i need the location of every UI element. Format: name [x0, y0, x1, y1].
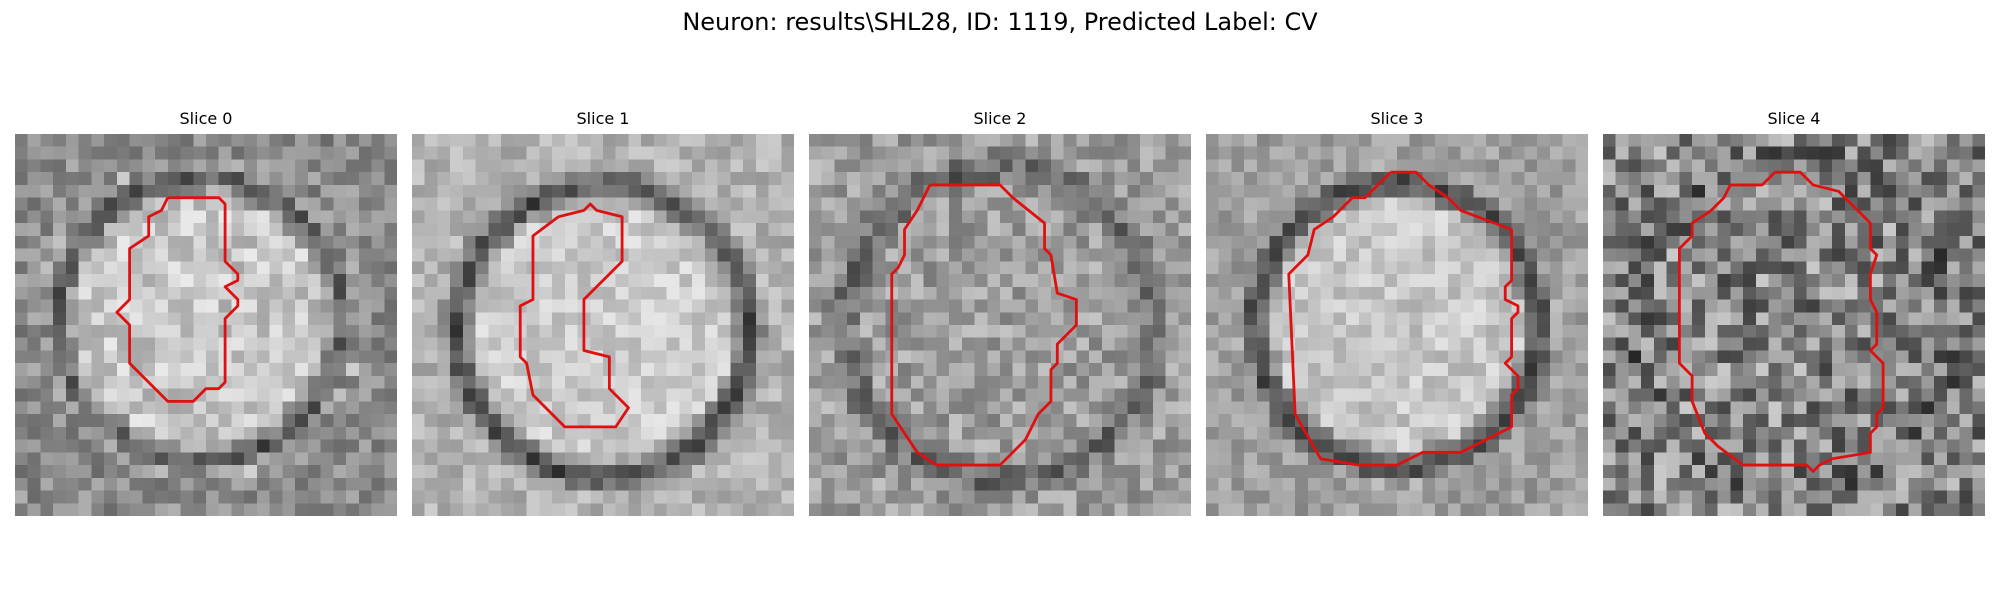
slice-title-0: Slice 0 — [179, 109, 233, 128]
slice-pixels-4 — [1603, 134, 1985, 516]
contour-outline-2 — [890, 183, 1078, 467]
slice-title-1: Slice 1 — [576, 109, 630, 128]
contour-outline-3 — [1287, 170, 1520, 467]
slice-image-0 — [15, 134, 397, 516]
slice-panel-4: Slice 4 — [1603, 108, 1985, 516]
slice-pixels-1 — [412, 134, 794, 516]
contour-outline-0 — [115, 196, 240, 403]
slice-image-2 — [809, 134, 1191, 516]
slice-image-4 — [1603, 134, 1985, 516]
slice-pixels-3 — [1206, 134, 1588, 516]
slice-panel-0: Slice 0 — [15, 108, 397, 516]
slice-panel-3: Slice 3 — [1206, 108, 1588, 516]
figure-title: Neuron: results\SHL28, ID: 1119, Predict… — [682, 8, 1318, 36]
slice-pixels-2 — [809, 134, 1191, 516]
slice-pixels-0 — [15, 134, 397, 516]
slice-title-2: Slice 2 — [973, 109, 1027, 128]
slice-panel-1: Slice 1 — [412, 108, 794, 516]
slice-title-3: Slice 3 — [1370, 109, 1424, 128]
slice-title-4: Slice 4 — [1767, 109, 1821, 128]
slice-image-1 — [412, 134, 794, 516]
contour-outline-4 — [1677, 170, 1885, 473]
slice-panel-2: Slice 2 — [809, 108, 1191, 516]
slice-image-3 — [1206, 134, 1588, 516]
contour-outline-1 — [518, 202, 630, 429]
